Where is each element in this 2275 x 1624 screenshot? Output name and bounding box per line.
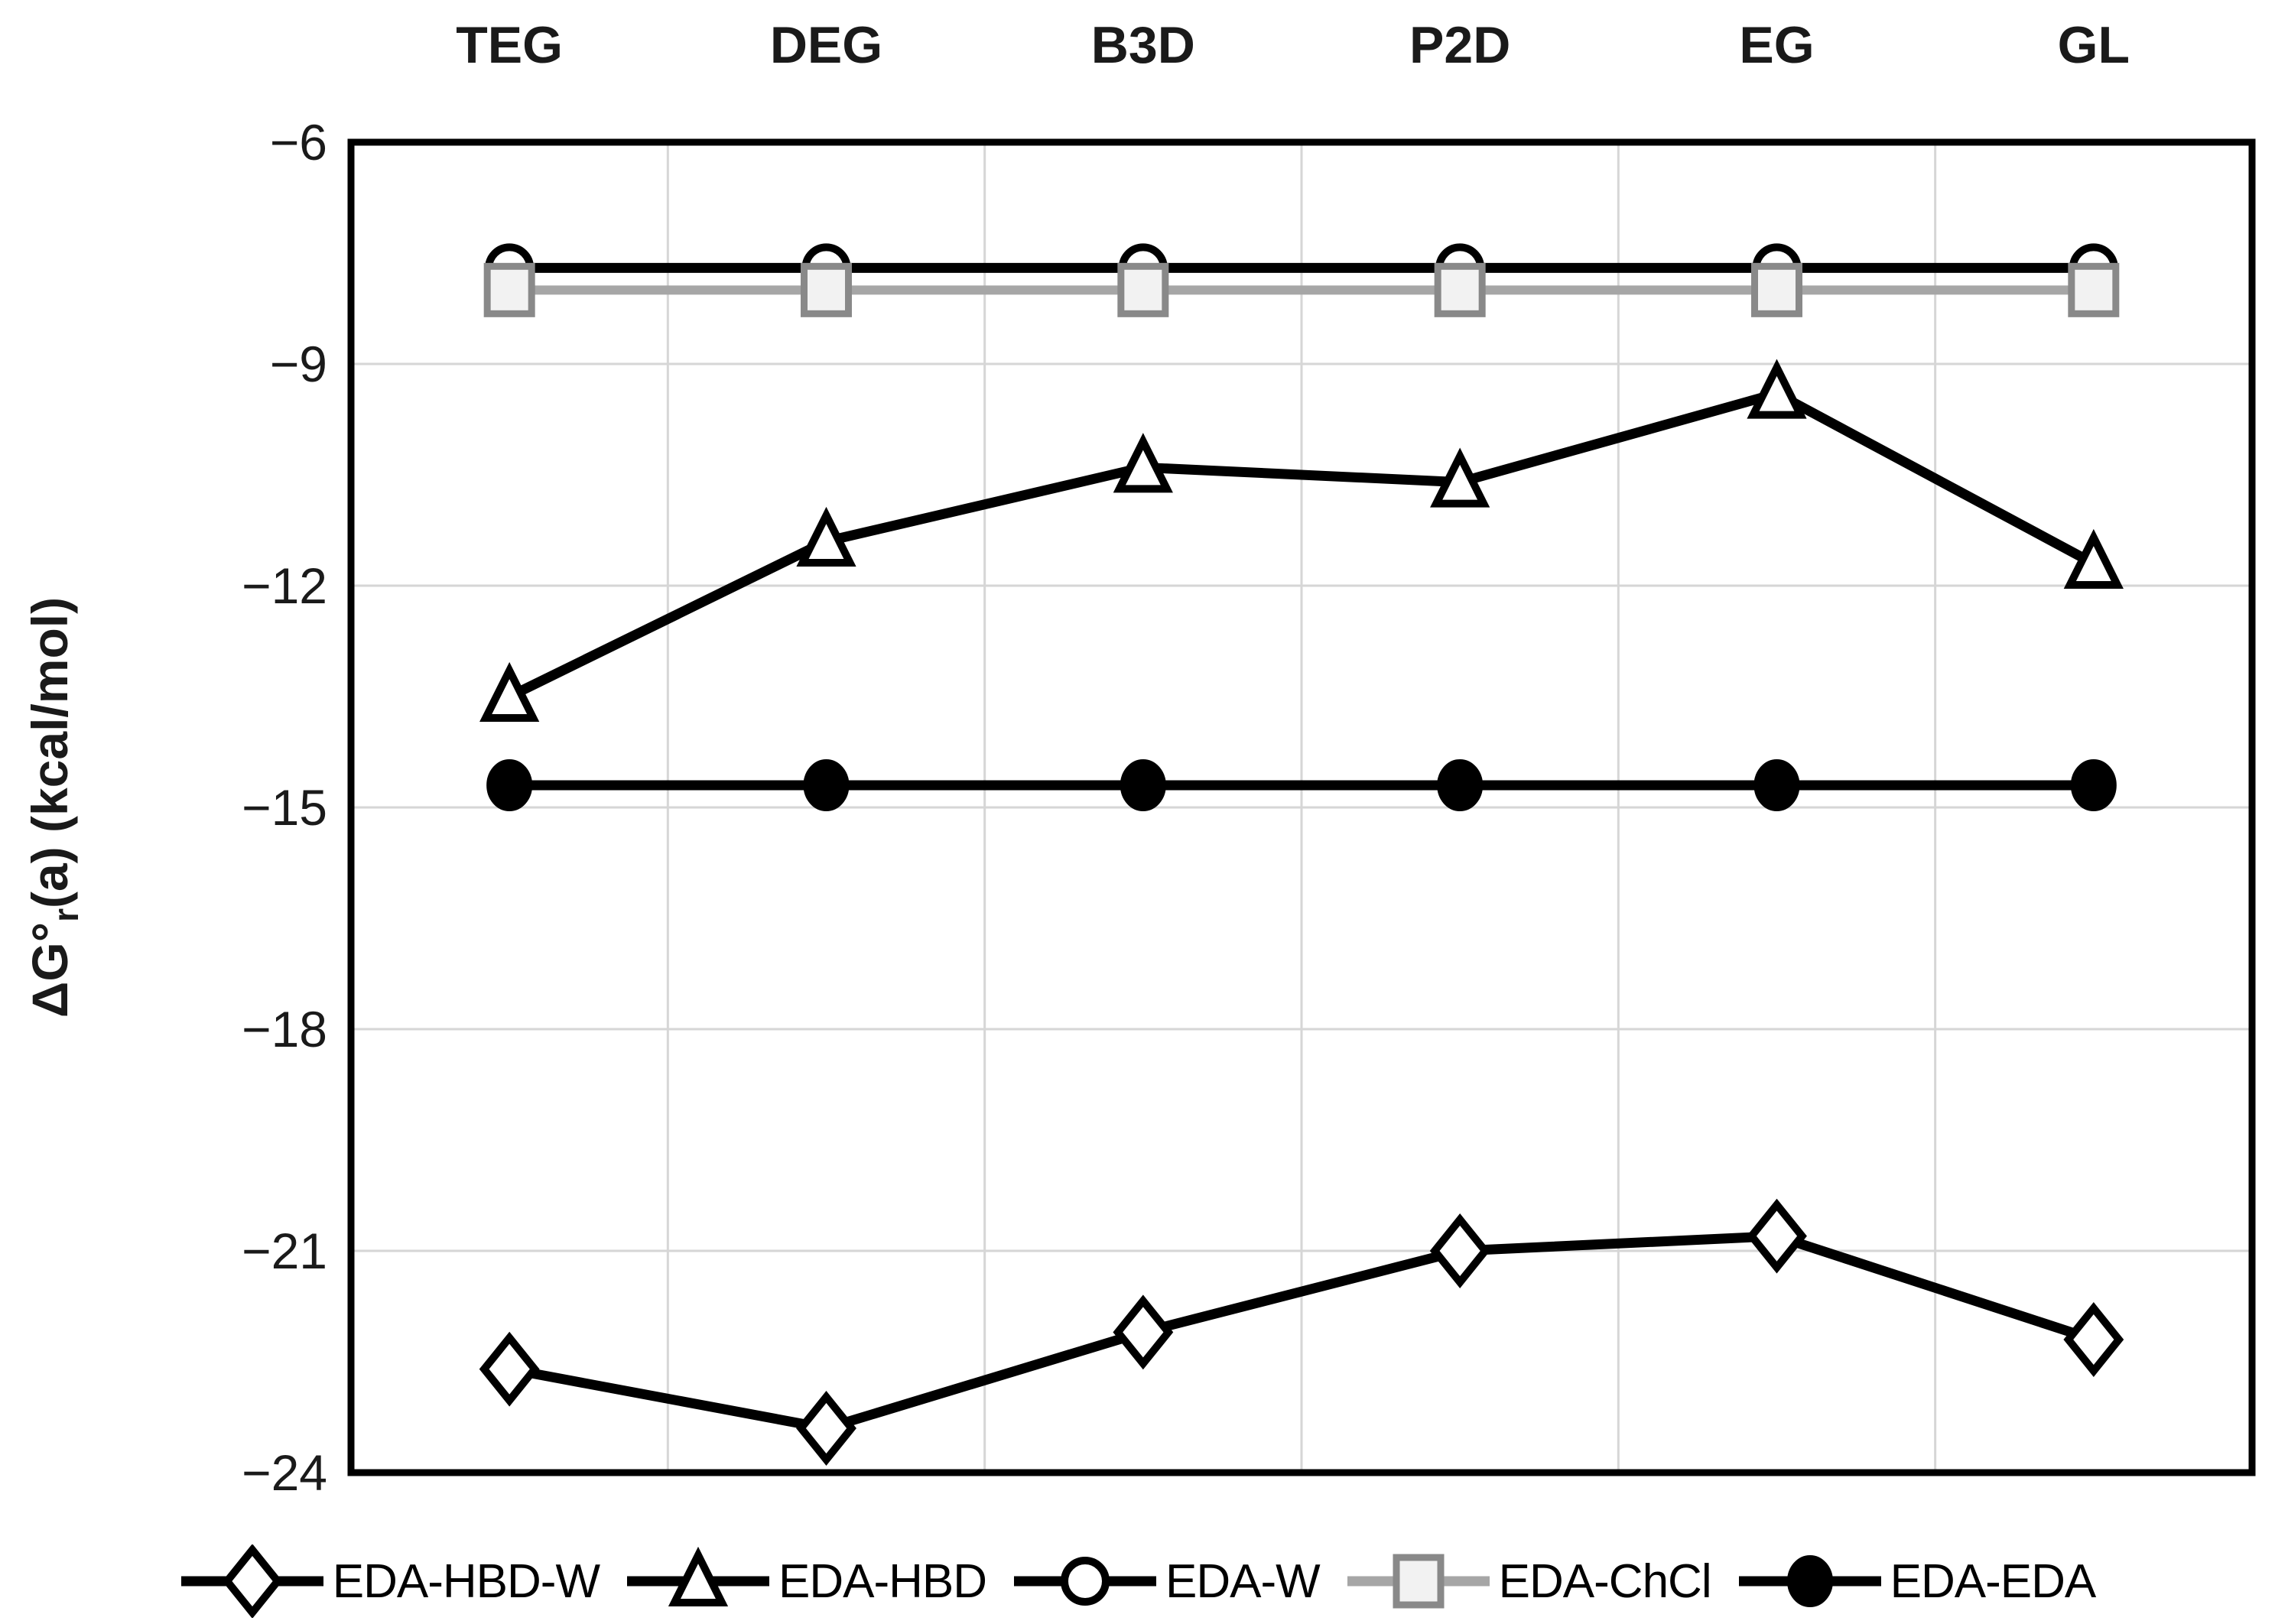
y-tick-label: −9 bbox=[270, 336, 327, 392]
marker-EDA-HBD-W-4 bbox=[1747, 1198, 1807, 1274]
marker-EDA-EDA-2 bbox=[1120, 759, 1166, 811]
marker-EDA-ChCl-0 bbox=[483, 262, 535, 317]
marker-legend-EDA-W-0 bbox=[1061, 1557, 1110, 1606]
x-category-label-B3D: B3D bbox=[1091, 16, 1195, 74]
marker-EDA-HBD-2 bbox=[1113, 433, 1173, 493]
x-category-label-EG: EG bbox=[1739, 16, 1814, 74]
legend-marker-square-gray-icon bbox=[1347, 1554, 1490, 1609]
marker-legend-EDA-HBD-W-0 bbox=[222, 1544, 283, 1618]
marker-EDA-HBD-W-5 bbox=[2063, 1302, 2124, 1377]
marker-EDA-EDA-1 bbox=[803, 759, 850, 811]
y-tick-label: −21 bbox=[242, 1223, 327, 1279]
legend-label-EDA-HBD: EDA-HBD bbox=[778, 1554, 987, 1608]
y-axis-title: ΔG°r(a) (kcal/mol) bbox=[21, 597, 86, 1018]
legend-item-EDA-HBD-W: EDA-HBD-W bbox=[180, 1544, 600, 1618]
y-tick-label: −12 bbox=[242, 557, 327, 614]
marker-legend-EDA-ChCl-0 bbox=[1393, 1554, 1445, 1609]
marker-EDA-HBD-3 bbox=[1430, 447, 1490, 508]
marker-EDA-HBD-0 bbox=[479, 661, 540, 722]
marker-EDA-ChCl-4 bbox=[1751, 262, 1802, 317]
marker-legend-EDA-EDA-0 bbox=[1786, 1555, 1833, 1607]
y-tick-label: −15 bbox=[242, 779, 327, 836]
marker-EDA-EDA-0 bbox=[486, 759, 533, 811]
marker-EDA-HBD-5 bbox=[2063, 528, 2124, 589]
legend-label-EDA-HBD-W: EDA-HBD-W bbox=[332, 1554, 600, 1608]
y-tick-label: −24 bbox=[242, 1444, 327, 1501]
marker-legend-EDA-HBD-0 bbox=[668, 1546, 729, 1606]
marker-EDA-HBD-W-2 bbox=[1113, 1294, 1174, 1370]
x-category-label-P2D: P2D bbox=[1409, 16, 1510, 74]
legend-label-EDA-W: EDA-W bbox=[1165, 1554, 1321, 1608]
marker-EDA-HBD-4 bbox=[1747, 359, 1807, 419]
marker-EDA-EDA-3 bbox=[1437, 759, 1484, 811]
legend-item-EDA-EDA: EDA-EDA bbox=[1737, 1544, 2096, 1618]
marker-EDA-HBD-W-1 bbox=[796, 1391, 856, 1466]
legend-label-EDA-ChCl: EDA-ChCl bbox=[1498, 1554, 1712, 1608]
legend: EDA-HBD-W EDA-HBD EDA-W EDA-ChCl EDA-EDA bbox=[0, 1543, 2275, 1619]
legend-marker-diamond-open-icon bbox=[180, 1544, 323, 1618]
legend-marker-circle-filled-icon bbox=[1738, 1555, 1881, 1607]
legend-item-EDA-HBD: EDA-HBD bbox=[626, 1544, 987, 1618]
marker-EDA-EDA-4 bbox=[1753, 759, 1800, 811]
marker-EDA-HBD-W-0 bbox=[479, 1331, 540, 1407]
marker-EDA-ChCl-5 bbox=[2068, 262, 2120, 317]
legend-item-EDA-W: EDA-W bbox=[1012, 1544, 1321, 1618]
marker-EDA-HBD-W-3 bbox=[1429, 1213, 1490, 1288]
legend-label-EDA-EDA: EDA-EDA bbox=[1890, 1554, 2097, 1608]
y-tick-label: −6 bbox=[270, 114, 327, 171]
marker-EDA-EDA-5 bbox=[2070, 759, 2117, 811]
x-category-label-GL: GL bbox=[2058, 16, 2130, 74]
series-line-EDA-HBD-W bbox=[504, 1231, 2099, 1434]
marker-EDA-ChCl-1 bbox=[801, 262, 852, 317]
plot-area-border bbox=[347, 138, 2256, 1476]
legend-marker-circle-open-icon bbox=[1014, 1557, 1157, 1606]
series-line-EDA-HBD bbox=[504, 388, 2099, 702]
y-tick-label: −18 bbox=[242, 1001, 327, 1057]
marker-EDA-ChCl-2 bbox=[1117, 262, 1169, 317]
x-category-label-TEG: TEG bbox=[456, 16, 563, 74]
legend-item-EDA-ChCl: EDA-ChCl bbox=[1346, 1544, 1712, 1618]
marker-EDA-ChCl-3 bbox=[1434, 262, 1486, 317]
marker-EDA-HBD-1 bbox=[796, 506, 856, 567]
x-category-label-DEG: DEG bbox=[770, 16, 882, 74]
legend-marker-triangle-open-icon bbox=[626, 1546, 769, 1606]
